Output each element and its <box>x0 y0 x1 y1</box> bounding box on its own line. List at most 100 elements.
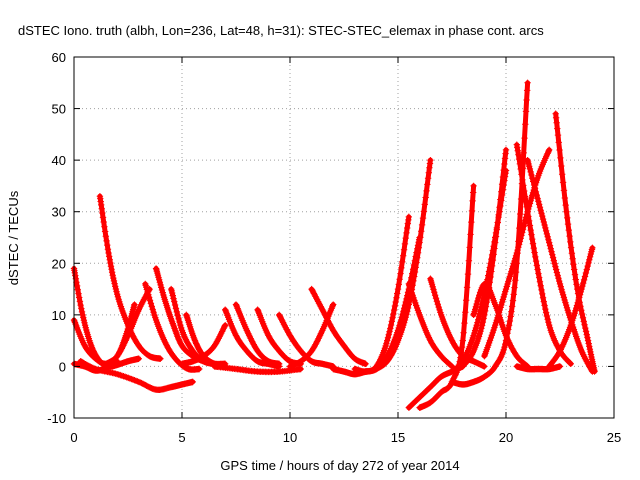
data-point-marker <box>196 365 203 373</box>
data-point-marker <box>558 162 565 170</box>
data-point-marker <box>391 302 399 310</box>
data-point-marker <box>106 256 113 263</box>
data-point-marker <box>388 318 396 325</box>
data-point-marker <box>394 285 402 293</box>
data-point-marker <box>325 318 332 326</box>
data-point-marker <box>177 321 184 329</box>
data-point-marker <box>123 374 130 381</box>
data-point-marker <box>403 229 410 237</box>
data-point-marker <box>512 252 520 259</box>
x-tick-label: 0 <box>70 430 77 445</box>
data-point-marker <box>88 344 96 351</box>
data-point-marker <box>536 204 544 211</box>
x-tick-label: 5 <box>178 430 185 445</box>
data-point-marker <box>576 291 584 298</box>
data-point-marker <box>297 365 304 373</box>
data-point-marker <box>573 302 581 309</box>
data-point-marker <box>498 301 505 309</box>
data-point-marker <box>521 193 529 200</box>
data-point-marker <box>508 343 515 351</box>
data-point-marker <box>315 335 322 342</box>
data-point-marker <box>585 340 592 347</box>
data-point-marker <box>448 337 456 344</box>
data-point-marker <box>488 262 496 270</box>
data-point-marker <box>583 331 590 338</box>
data-point-marker <box>312 293 319 300</box>
data-point-marker <box>172 328 179 335</box>
data-point-marker <box>401 240 409 248</box>
data-point-marker <box>494 219 501 226</box>
data-point-marker <box>535 274 543 281</box>
data-point-marker <box>276 360 283 368</box>
data-point-marker <box>481 307 489 315</box>
data-point-marker <box>402 313 409 321</box>
data-point-marker <box>557 154 564 162</box>
data-point-marker <box>530 178 537 185</box>
data-point-marker <box>410 277 417 285</box>
data-point-marker <box>473 322 480 329</box>
data-point-marker <box>544 316 551 323</box>
data-point-marker <box>546 321 553 329</box>
data-point-marker <box>571 271 579 278</box>
data-point-marker <box>458 343 466 351</box>
data-point-marker <box>467 231 474 238</box>
data-point-marker <box>108 266 115 273</box>
data-point-marker <box>530 244 537 252</box>
data-point-marker <box>554 131 562 139</box>
data-point-marker <box>559 288 566 296</box>
data-point-marker <box>125 374 132 382</box>
data-point-marker <box>174 312 181 319</box>
data-point-marker <box>246 333 254 341</box>
data-point-marker <box>542 227 550 235</box>
data-point-marker <box>390 310 397 318</box>
data-point-marker <box>509 297 517 304</box>
data-point-marker <box>517 165 524 173</box>
data-point-marker <box>518 232 525 239</box>
data-point-marker <box>310 290 318 297</box>
data-point-marker <box>104 241 111 249</box>
data-point-marker <box>532 253 539 261</box>
data-point-marker <box>406 281 413 289</box>
data-point-marker <box>286 330 293 338</box>
data-point-marker <box>400 246 408 253</box>
data-point-marker <box>101 223 108 230</box>
data-point-marker <box>389 314 396 321</box>
data-point-marker <box>535 270 542 277</box>
data-point-marker <box>429 283 436 290</box>
data-point-marker <box>516 238 524 245</box>
data-point-marker <box>554 125 561 132</box>
data-point-marker <box>534 195 541 202</box>
data-point-marker <box>146 297 154 304</box>
data-point-marker <box>581 273 589 280</box>
data-point-marker <box>183 337 190 345</box>
data-point-marker <box>515 244 522 251</box>
data-point-marker <box>265 333 273 341</box>
data-point-marker <box>396 276 403 283</box>
y-tick-label: 10 <box>52 308 66 323</box>
data-point-marker <box>567 244 575 251</box>
data-point-marker <box>542 224 549 232</box>
data-point-marker <box>549 251 556 258</box>
series-arc36 <box>546 244 596 370</box>
data-point-marker <box>110 277 118 285</box>
data-point-marker <box>135 355 142 362</box>
data-point-marker <box>171 298 178 305</box>
data-point-marker <box>310 344 318 351</box>
data-point-marker <box>314 336 321 344</box>
data-point-marker <box>451 373 458 381</box>
data-point-marker <box>532 257 540 265</box>
data-point-marker <box>525 217 533 225</box>
data-point-marker <box>316 333 323 341</box>
data-point-marker <box>144 288 151 296</box>
y-tick-label: 50 <box>52 102 66 117</box>
data-point-marker <box>174 334 182 342</box>
data-point-marker <box>527 168 534 176</box>
data-point-marker <box>107 262 115 270</box>
data-point-marker <box>427 338 435 346</box>
data-point-marker <box>583 266 590 273</box>
series-arc26 <box>427 275 488 370</box>
data-point-marker <box>556 363 564 370</box>
data-point-marker <box>547 245 554 252</box>
data-point-marker <box>548 248 555 255</box>
data-point-marker <box>584 337 592 344</box>
